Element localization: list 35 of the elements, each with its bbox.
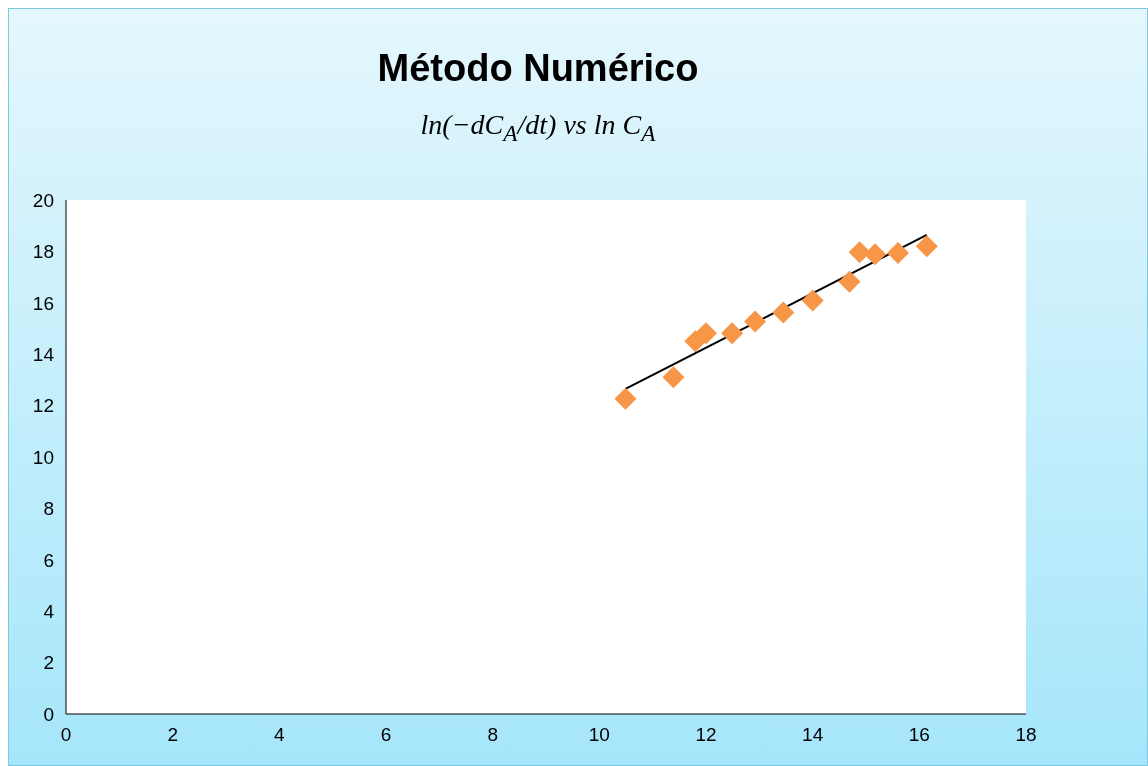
point	[614, 387, 637, 410]
point	[721, 322, 744, 345]
y-tick-label: 4	[43, 600, 55, 622]
x-tick-label: 0	[60, 724, 72, 746]
y-tick-label: 18	[32, 241, 54, 263]
y-tick-label: 14	[32, 343, 55, 365]
x-tick-label: 10	[588, 724, 610, 746]
point	[887, 241, 909, 264]
y-tick-label: 8	[43, 498, 54, 520]
point	[838, 270, 861, 293]
y-tick-label: 10	[32, 446, 54, 468]
x-tick-label: 4	[274, 724, 286, 746]
point	[662, 366, 685, 389]
y-tick-label: 2	[43, 652, 54, 674]
chart-title: Método Numérico	[376, 47, 700, 90]
point	[864, 243, 887, 266]
point	[772, 301, 795, 324]
y-tick-label: 20	[32, 189, 54, 211]
point	[801, 289, 824, 312]
chart-subtitle: ln(−dC$_{A}$/dt) vs ln C$_{A}$	[419, 109, 657, 147]
y-tick-label: 0	[43, 703, 54, 725]
point	[695, 322, 717, 345]
y-tick-label: 6	[43, 549, 54, 571]
x-tick-label: 12	[695, 724, 717, 746]
x-tick-label: 6	[380, 724, 392, 746]
x-tick-label: 2	[167, 724, 178, 746]
x-tick-label: 14	[802, 724, 824, 746]
y-tick-label: 12	[32, 395, 54, 417]
x-tick-label: 18	[1015, 724, 1037, 746]
point	[915, 235, 938, 258]
point	[848, 241, 871, 264]
y-tick-label: 16	[32, 292, 54, 314]
x-tick-label: 8	[487, 724, 498, 746]
x-tick-label: 16	[908, 724, 930, 746]
point	[744, 310, 767, 333]
